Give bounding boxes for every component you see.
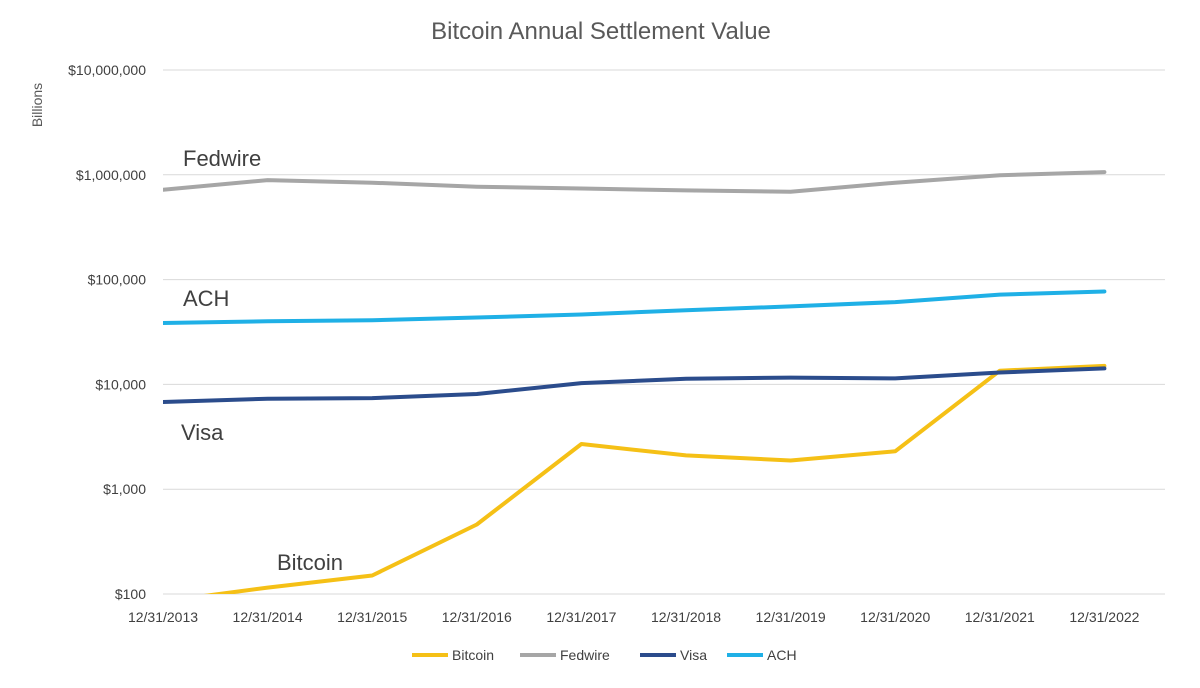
series-lines — [163, 170, 1107, 594]
y-tick-label: $10,000 — [95, 376, 146, 392]
annotation-fedwire: Fedwire — [183, 146, 261, 171]
legend: Bitcoin Fedwire Visa ACH — [412, 647, 797, 663]
chart-title: Bitcoin Annual Settlement Value — [431, 18, 771, 45]
y-tick-label: $100 — [115, 586, 146, 602]
x-tick-label: 12/31/2017 — [546, 609, 616, 625]
x-tick-label: 12/31/2020 — [860, 609, 930, 625]
y-axis-label: Billions — [29, 83, 45, 127]
x-tick-label: 12/31/2021 — [965, 609, 1035, 625]
x-axis-ticks: 12/31/2013 12/31/2014 12/31/2015 12/31/2016… — [128, 609, 1140, 625]
annotation-visa: Visa — [181, 420, 224, 445]
x-tick-label: 12/31/2018 — [651, 609, 721, 625]
x-tick-label: 12/31/2016 — [442, 609, 512, 625]
x-tick-label: 12/31/2014 — [233, 609, 303, 625]
series-line-visa — [163, 366, 1107, 404]
legend-label-fedwire: Fedwire — [560, 647, 610, 663]
annotation-bitcoin: Bitcoin — [277, 550, 343, 575]
legend-label-ach: ACH — [767, 647, 797, 663]
y-tick-label: $1,000 — [103, 481, 146, 497]
series-line-ach — [163, 289, 1107, 325]
x-tick-label: 12/31/2015 — [337, 609, 407, 625]
x-tick-label: 12/31/2022 — [1069, 609, 1139, 625]
y-tick-label: $1,000,000 — [76, 167, 146, 183]
gridlines — [163, 69, 1165, 595]
series-line-fedwire — [163, 170, 1107, 194]
annotation-ach: ACH — [183, 286, 229, 311]
x-tick-label: 12/31/2019 — [756, 609, 826, 625]
y-tick-label: $100,000 — [88, 272, 147, 288]
y-axis-ticks: $100 $1,000 $10,000 $100,000 $1,000,000 $10,0… — [68, 62, 146, 602]
legend-label-visa: Visa — [680, 647, 707, 663]
series-line-bitcoin — [203, 363, 1107, 594]
x-tick-label: 12/31/2013 — [128, 609, 198, 625]
series-annotations: Fedwire ACH Visa Bitcoin — [181, 146, 343, 575]
y-tick-label: $10,000,000 — [68, 62, 146, 78]
legend-label-bitcoin: Bitcoin — [452, 647, 494, 663]
